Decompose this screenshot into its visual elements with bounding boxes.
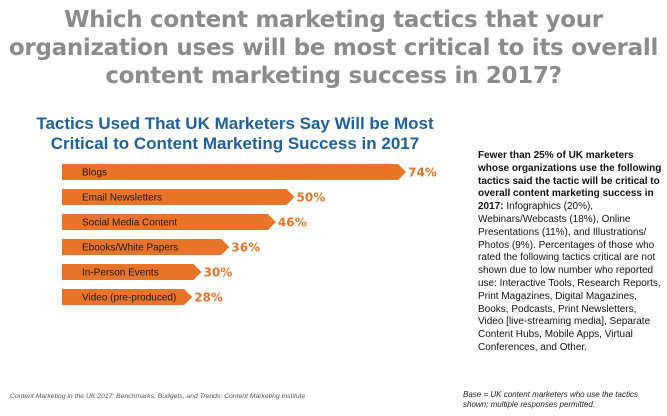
bar-4 <box>62 264 202 280</box>
survey-note-text: Infographics (20%), Webinars/Webcasts (1… <box>478 201 661 353</box>
bar-value-5: 28% <box>194 291 223 305</box>
source-citation: Content Marketing in the UK 2017: Benchm… <box>10 393 306 400</box>
base-note: Base = UK content marketers who use the … <box>463 390 638 409</box>
bar-value-1: 50% <box>297 191 326 205</box>
bar-2 <box>62 214 276 230</box>
bar-label-3: Ebooks/White Papers <box>82 243 178 254</box>
page-question: Which content marketing tactics that you… <box>8 7 659 89</box>
bar-label-1: Email Newsletters <box>82 193 162 204</box>
bar-value-2: 46% <box>278 216 307 230</box>
chart-title: Tactics Used That UK Marketers Say Will … <box>36 114 434 153</box>
bar-label-5: Video (pre-produced) <box>82 293 176 304</box>
bar-5 <box>62 289 193 305</box>
bar-label-2: Social Media Content <box>82 218 177 229</box>
bar-label-0: Blogs <box>82 168 107 179</box>
bar-1 <box>62 189 295 205</box>
bar-0 <box>62 164 407 180</box>
bar-value-4: 30% <box>204 266 233 280</box>
bar-value-3: 36% <box>231 241 260 255</box>
bar-chart: Blogs 74% Email Newsletters 50% Social Media… <box>62 164 437 305</box>
bar-label-4: In-Person Events <box>82 268 159 279</box>
survey-note-highlight: Fewer than 25% of UK marketers whose org… <box>478 150 662 213</box>
survey-note: Fewer than 25% of UK marketers whose org… <box>478 150 664 355</box>
bar-value-0: 74% <box>408 166 437 180</box>
bar-3 <box>62 239 230 255</box>
